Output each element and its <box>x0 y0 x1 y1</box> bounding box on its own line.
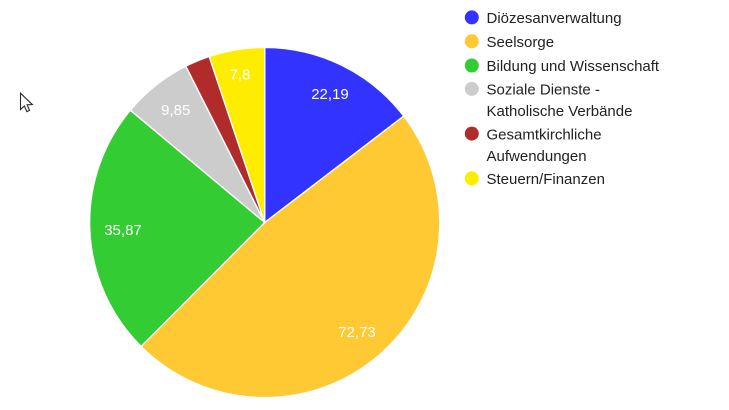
svg-text:Seelsorge: Seelsorge <box>487 34 555 51</box>
svg-text:35,87: 35,87 <box>104 222 142 239</box>
svg-text:Aufwendungen: Aufwendungen <box>487 148 587 165</box>
svg-text:7,8: 7,8 <box>230 66 251 83</box>
svg-text:Katholische Verbände: Katholische Verbände <box>487 103 633 120</box>
svg-text:Steuern/Finanzen: Steuern/Finanzen <box>487 171 605 188</box>
svg-text:Soziale Dienste -: Soziale Dienste - <box>487 82 600 99</box>
svg-text:Bildung und Wissenschaft: Bildung und Wissenschaft <box>487 58 660 75</box>
svg-text:22,19: 22,19 <box>311 86 349 103</box>
svg-text:Diözesanverwaltung: Diözesanverwaltung <box>487 10 622 27</box>
svg-text:9,85: 9,85 <box>161 102 190 119</box>
svg-text:Gesamtkirchliche: Gesamtkirchliche <box>487 126 602 143</box>
svg-text:72,73: 72,73 <box>338 324 376 341</box>
